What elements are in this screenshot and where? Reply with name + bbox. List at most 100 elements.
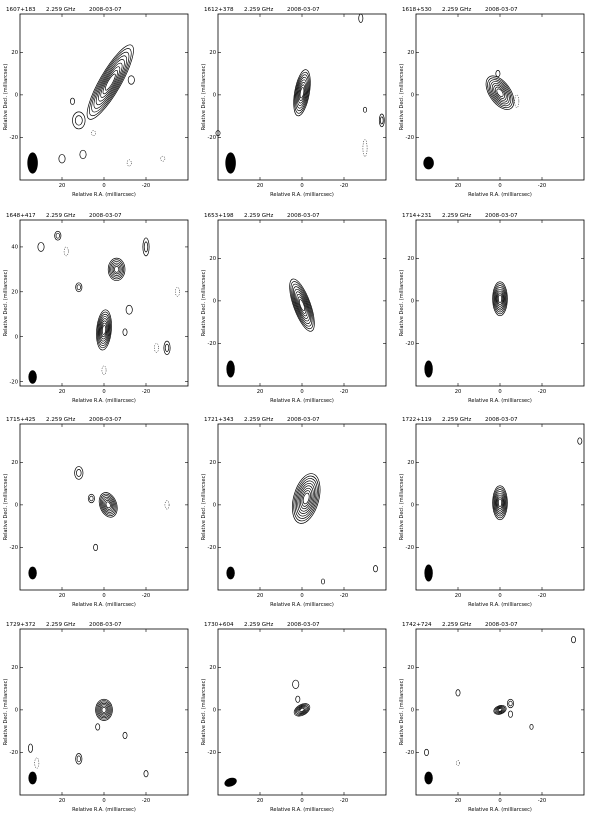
source-component bbox=[142, 237, 150, 257]
y-tick-label: 20 bbox=[209, 460, 216, 466]
source-component bbox=[95, 723, 101, 731]
frequency-label: 2.259 GHz bbox=[442, 417, 471, 423]
source-component bbox=[72, 111, 86, 130]
x-axis-label: Relative R.A. (milliarcsec) bbox=[468, 192, 532, 198]
contour-level bbox=[297, 79, 307, 107]
contour-level bbox=[299, 87, 305, 99]
contour-level bbox=[488, 79, 512, 107]
beam-ellipse bbox=[225, 152, 236, 174]
source-component bbox=[289, 278, 315, 332]
contour-level bbox=[98, 702, 110, 717]
date-label: 2008-03-07 bbox=[485, 622, 518, 628]
contour-level bbox=[99, 493, 117, 517]
contour-level bbox=[497, 292, 503, 305]
contour-level bbox=[294, 288, 310, 322]
source-component bbox=[28, 743, 33, 753]
source-component bbox=[507, 698, 515, 709]
contour-level bbox=[89, 48, 132, 117]
source-component bbox=[74, 466, 84, 480]
x-tick-label: 20 bbox=[59, 183, 66, 189]
contour-level bbox=[102, 496, 115, 513]
contour-level bbox=[99, 318, 109, 342]
y-tick-label: 0 bbox=[213, 503, 216, 509]
x-tick-label: 20 bbox=[59, 389, 66, 395]
contour-level bbox=[571, 636, 576, 644]
contour-level bbox=[455, 689, 461, 697]
contour-level bbox=[380, 116, 384, 125]
date-label: 2008-03-07 bbox=[485, 7, 518, 13]
contour-level bbox=[494, 286, 506, 311]
contour-level bbox=[101, 706, 107, 713]
contour-level bbox=[289, 278, 315, 332]
x-tick-label: 20 bbox=[455, 183, 462, 189]
contour-level bbox=[292, 473, 321, 524]
panel-1648+417: 1648+417 2.259 GHz 2008-03-07 20 0 -20 40 20 0 -2… bbox=[3, 213, 189, 404]
y-tick-label: -20 bbox=[10, 379, 18, 385]
x-axis-label: Relative R.A. (milliarcsec) bbox=[270, 192, 334, 198]
contour-level bbox=[292, 679, 300, 689]
contour-level bbox=[494, 705, 506, 714]
x-tick-label: -20 bbox=[538, 389, 546, 395]
y-tick-label: 0 bbox=[15, 93, 18, 99]
contour-level bbox=[493, 489, 507, 517]
y-tick-label: -20 bbox=[208, 750, 216, 756]
contour-level bbox=[122, 328, 128, 336]
source-component bbox=[529, 723, 534, 730]
contour-level bbox=[296, 293, 308, 317]
contour-level bbox=[291, 283, 313, 327]
x-tick-label: 20 bbox=[59, 798, 66, 804]
contour-level bbox=[79, 149, 87, 160]
y-tick-label: -20 bbox=[406, 545, 414, 551]
y-tick-label: 20 bbox=[407, 50, 414, 56]
source-component bbox=[37, 242, 45, 252]
x-axis-label: Relative R.A. (milliarcsec) bbox=[72, 398, 136, 404]
y-axis-label: Relative Decl. (milliarcsec) bbox=[3, 270, 9, 337]
source-component bbox=[79, 149, 87, 160]
contour-level bbox=[295, 291, 309, 319]
negative-contour bbox=[34, 757, 40, 769]
negative-contour bbox=[63, 246, 69, 257]
contour-level bbox=[497, 294, 503, 304]
source-component bbox=[70, 97, 75, 105]
source-name: 1721+343 bbox=[204, 417, 234, 423]
contour-level bbox=[508, 710, 513, 718]
contour-level bbox=[302, 492, 310, 505]
contour-level bbox=[109, 259, 125, 280]
contour-level bbox=[491, 82, 509, 103]
y-tick-label: 20 bbox=[407, 460, 414, 466]
contour-level bbox=[297, 296, 307, 314]
plot-frame bbox=[217, 13, 387, 181]
y-axis-label: Relative Decl. (milliarcsec) bbox=[201, 679, 207, 746]
x-tick-label: 20 bbox=[257, 798, 264, 804]
y-tick-label: -20 bbox=[208, 341, 216, 347]
y-tick-label: -20 bbox=[406, 341, 414, 347]
x-tick-label: -20 bbox=[340, 389, 348, 395]
contour-level bbox=[496, 290, 504, 307]
source-component bbox=[495, 70, 501, 78]
source-component bbox=[358, 13, 364, 23]
x-axis-label: Relative R.A. (milliarcsec) bbox=[270, 398, 334, 404]
x-tick-label: -20 bbox=[340, 593, 348, 599]
beam-ellipse bbox=[226, 360, 235, 378]
x-tick-label: -20 bbox=[142, 593, 150, 599]
contour-level bbox=[295, 695, 301, 703]
x-tick-label: 0 bbox=[102, 389, 105, 395]
x-axis-label: Relative R.A. (milliarcsec) bbox=[72, 807, 136, 813]
contour-level bbox=[100, 320, 108, 340]
contour-level bbox=[300, 487, 313, 510]
source-component bbox=[127, 75, 135, 85]
source-name: 1653+198 bbox=[204, 213, 234, 219]
x-tick-label: 20 bbox=[59, 593, 66, 599]
frequency-label: 2.259 GHz bbox=[46, 622, 75, 628]
source-component bbox=[93, 543, 99, 551]
contour-level bbox=[97, 313, 111, 346]
contour-level bbox=[103, 498, 114, 512]
contour-level bbox=[95, 698, 113, 721]
contour-level bbox=[97, 701, 111, 719]
